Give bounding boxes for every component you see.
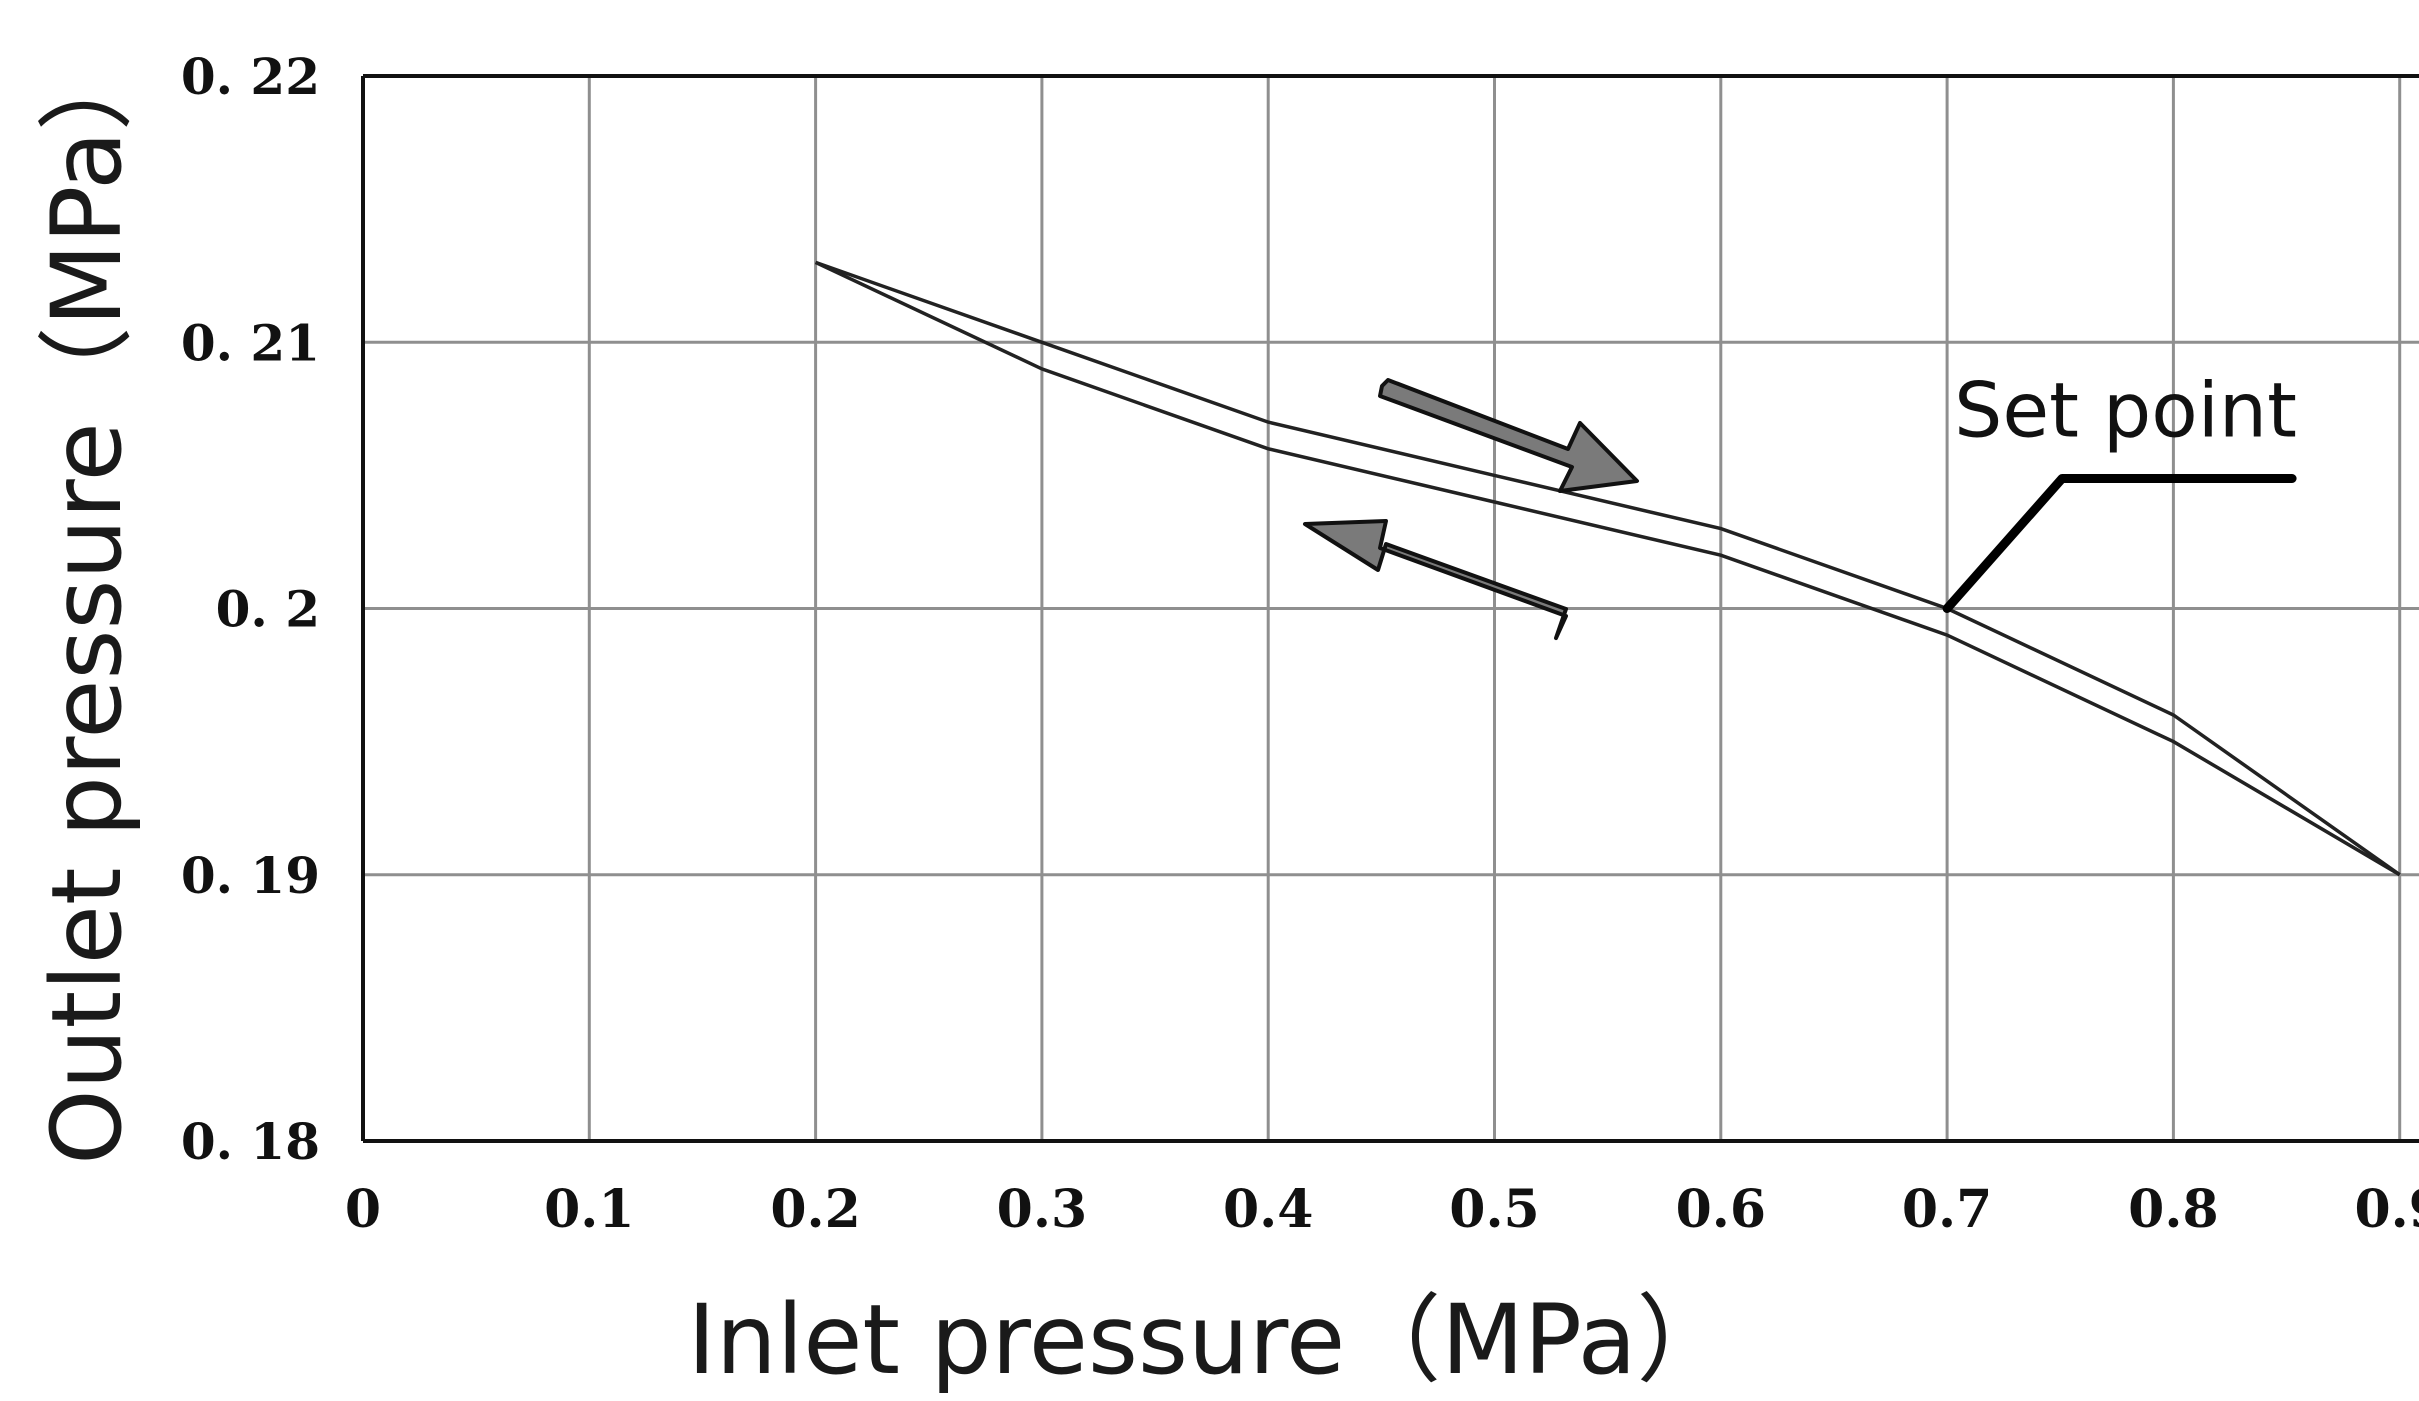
y-tick-label-2: 0. 2 bbox=[216, 580, 320, 639]
x-tick-label-5: 0.5 bbox=[1449, 1179, 1539, 1240]
plot-frame bbox=[361, 74, 2419, 1143]
x-tick-label-2: 0.2 bbox=[770, 1179, 860, 1240]
increasing-direction-arrow bbox=[1378, 378, 1639, 493]
series-lines bbox=[814, 260, 2401, 877]
x-axis-title: Inlet pressure（MPa） bbox=[688, 1284, 1733, 1396]
y-tick-label-4: 0. 22 bbox=[181, 47, 320, 106]
x-tick-label-8: 0.8 bbox=[2128, 1179, 2218, 1240]
x-tick-label-4: 0.4 bbox=[1223, 1179, 1313, 1240]
set-point-leader-line bbox=[1942, 474, 2297, 613]
y-tick-label-3: 0. 21 bbox=[181, 313, 320, 372]
grid-lines bbox=[361, 74, 2419, 1143]
annotations: Set point bbox=[1942, 366, 2297, 613]
series-line-1 bbox=[814, 260, 2401, 877]
y-tick-label-0: 0. 18 bbox=[181, 1112, 320, 1171]
x-tick-label-1: 0.1 bbox=[544, 1179, 634, 1240]
x-tick-label-9: 0.9 bbox=[2354, 1179, 2419, 1240]
set-point-label: Set point bbox=[1954, 366, 2297, 455]
decreasing-direction-arrow bbox=[1303, 519, 1568, 640]
x-tick-label-3: 0.3 bbox=[997, 1179, 1087, 1240]
series-line-0 bbox=[815, 260, 2401, 877]
x-tick-label-0: 0 bbox=[345, 1179, 381, 1240]
x-tick-label-6: 0.6 bbox=[1676, 1179, 1766, 1240]
y-tick-labels: 0. 18 0. 19 0. 2 0. 21 0. 22 bbox=[181, 47, 320, 1171]
x-tick-label-7: 0.7 bbox=[1902, 1179, 1992, 1240]
y-tick-label-1: 0. 19 bbox=[181, 846, 320, 905]
direction-arrows bbox=[1303, 378, 1639, 640]
y-axis-title: Outlet pressure（MPa） bbox=[31, 35, 143, 1165]
x-tick-labels: 00.10.20.30.40.50.60.70.80.91 bbox=[345, 1179, 2419, 1240]
